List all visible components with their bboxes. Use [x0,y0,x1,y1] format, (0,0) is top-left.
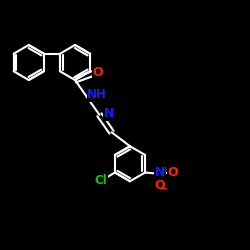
Text: +: + [161,165,168,174]
Text: −: − [160,184,168,194]
Text: Cl: Cl [94,174,107,187]
Text: O: O [93,66,104,79]
Text: N: N [104,107,114,120]
Text: O: O [155,179,166,192]
Text: N: N [155,166,165,179]
Text: NH: NH [87,88,107,102]
Text: O: O [168,166,178,179]
